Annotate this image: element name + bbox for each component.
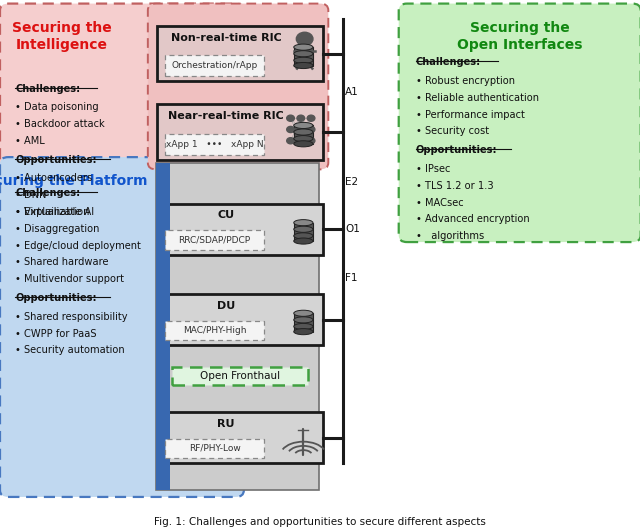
Text: • TLS 1.2 or 1.3: • TLS 1.2 or 1.3: [416, 181, 493, 190]
Ellipse shape: [294, 57, 313, 63]
Ellipse shape: [294, 310, 313, 317]
Text: • Disaggregation: • Disaggregation: [15, 223, 100, 234]
Text: • Backdoor attack: • Backdoor attack: [15, 119, 105, 129]
FancyBboxPatch shape: [399, 4, 640, 242]
Text: • CWPP for PaaS: • CWPP for PaaS: [15, 329, 97, 338]
Bar: [294, 223, 313, 241]
Text: • Security automation: • Security automation: [15, 345, 125, 355]
Text: MAC/PHY-High: MAC/PHY-High: [183, 326, 246, 335]
Ellipse shape: [294, 122, 313, 129]
Text: •   algorithms: • algorithms: [416, 231, 484, 242]
Text: Challenges:: Challenges:: [416, 57, 481, 68]
Ellipse shape: [294, 329, 313, 335]
FancyBboxPatch shape: [0, 157, 244, 497]
Text: Securing the
Intelligence: Securing the Intelligence: [12, 21, 111, 52]
Circle shape: [287, 138, 294, 144]
Text: Orchestration/rApp: Orchestration/rApp: [172, 61, 258, 70]
Text: • Multivendor support: • Multivendor support: [15, 275, 124, 284]
FancyBboxPatch shape: [165, 438, 264, 458]
Text: F1: F1: [345, 273, 358, 283]
Bar: [157, 26, 323, 81]
Text: xApp 1   •••   xApp N: xApp 1 ••• xApp N: [166, 139, 264, 148]
FancyBboxPatch shape: [165, 55, 264, 76]
Ellipse shape: [294, 129, 313, 135]
Circle shape: [297, 115, 305, 121]
Ellipse shape: [294, 62, 313, 69]
Bar: [294, 47, 313, 65]
Ellipse shape: [294, 220, 313, 226]
Text: RU: RU: [217, 419, 235, 429]
Text: • IPsec: • IPsec: [416, 164, 451, 174]
Text: Challenges:: Challenges:: [15, 188, 81, 198]
Text: Fig. 1: Challenges and opportunities to secure different aspects: Fig. 1: Challenges and opportunities to …: [154, 517, 486, 527]
FancyBboxPatch shape: [165, 134, 264, 155]
Ellipse shape: [294, 233, 313, 239]
Text: • Performance impact: • Performance impact: [416, 110, 525, 120]
Text: O1: O1: [345, 225, 360, 234]
Text: • Security cost: • Security cost: [416, 127, 489, 136]
Ellipse shape: [294, 317, 313, 323]
Circle shape: [296, 32, 313, 46]
Text: • AML: • AML: [15, 136, 45, 146]
Circle shape: [297, 127, 305, 132]
Text: Opportunities:: Opportunities:: [15, 293, 97, 303]
FancyBboxPatch shape: [172, 368, 308, 385]
Text: • Edge/cloud deployment: • Edge/cloud deployment: [15, 240, 141, 251]
Circle shape: [297, 138, 305, 144]
Text: Near-real-time RIC: Near-real-time RIC: [168, 111, 284, 121]
Circle shape: [307, 115, 315, 121]
Text: • MACsec: • MACsec: [416, 197, 463, 207]
Ellipse shape: [294, 136, 313, 142]
FancyBboxPatch shape: [148, 4, 328, 169]
Circle shape: [307, 138, 315, 144]
Text: • Advanced encryption: • Advanced encryption: [416, 214, 530, 225]
Text: • Virtualization: • Virtualization: [15, 207, 90, 217]
Circle shape: [307, 127, 315, 132]
Bar: [157, 294, 323, 345]
Bar: [156, 163, 170, 491]
Bar: [157, 104, 323, 160]
Text: • Reliable authentication: • Reliable authentication: [416, 93, 539, 103]
FancyBboxPatch shape: [165, 230, 264, 250]
Text: • Shared hardware: • Shared hardware: [15, 257, 109, 268]
Ellipse shape: [294, 323, 313, 329]
FancyBboxPatch shape: [165, 321, 264, 340]
Ellipse shape: [294, 238, 313, 244]
Bar: [294, 313, 313, 331]
Ellipse shape: [294, 44, 313, 50]
Text: • Robust encryption: • Robust encryption: [416, 76, 515, 86]
Bar: [157, 412, 323, 463]
Text: CU: CU: [218, 210, 234, 220]
Text: Open Fronthaul: Open Fronthaul: [200, 371, 280, 381]
Ellipse shape: [294, 226, 313, 232]
Bar: [156, 163, 319, 491]
Text: Challenges:: Challenges:: [15, 84, 81, 94]
Ellipse shape: [294, 141, 313, 147]
Bar: [157, 204, 323, 255]
Text: Opportunities:: Opportunities:: [15, 155, 97, 165]
Text: RF/PHY-Low: RF/PHY-Low: [189, 444, 241, 453]
Bar: [294, 126, 313, 144]
Text: Opportunities:: Opportunities:: [416, 145, 497, 155]
Circle shape: [287, 115, 294, 121]
Text: A1: A1: [345, 87, 358, 97]
Text: • DNN: • DNN: [15, 190, 47, 201]
Text: Securing the
Open Interfaces: Securing the Open Interfaces: [457, 21, 582, 52]
Text: RRC/SDAP/PDCP: RRC/SDAP/PDCP: [179, 236, 251, 245]
Text: DU: DU: [217, 301, 235, 311]
Circle shape: [287, 127, 294, 132]
Text: Securing the Platform: Securing the Platform: [0, 174, 148, 188]
Text: Non-real-time RIC: Non-real-time RIC: [170, 33, 282, 43]
Text: E2: E2: [345, 177, 358, 187]
Text: • Autoencoders: • Autoencoders: [15, 173, 93, 184]
Text: • Explainable AI: • Explainable AI: [15, 207, 95, 217]
Ellipse shape: [294, 51, 313, 57]
Text: • Data poisoning: • Data poisoning: [15, 102, 99, 112]
FancyBboxPatch shape: [0, 4, 244, 170]
Text: • Shared responsibility: • Shared responsibility: [15, 312, 128, 322]
